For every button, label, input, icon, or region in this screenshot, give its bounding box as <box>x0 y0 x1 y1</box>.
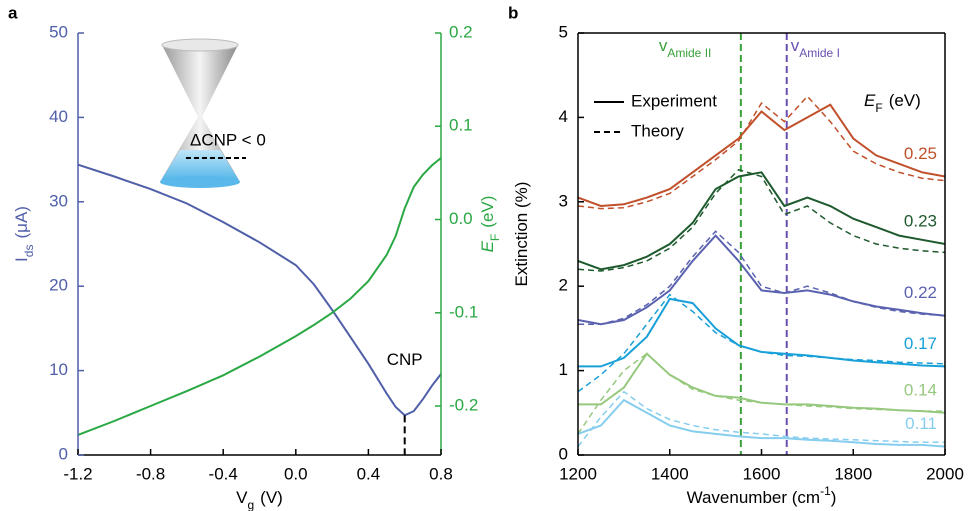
panel-label: b <box>508 3 518 22</box>
x-tick-label: 1800 <box>834 464 872 483</box>
y-axis-label: Ids (μA) <box>12 206 36 262</box>
y-tick-label: 0 <box>559 444 568 463</box>
reference-label-part: Amide II <box>667 46 711 60</box>
x-tick-label: 1200 <box>559 464 597 483</box>
y2-axis-label-part: (eV) <box>478 196 497 228</box>
upper-cone <box>162 45 238 117</box>
reference-label: vAmide II <box>659 36 712 60</box>
y-tick-label: 0 <box>59 444 68 463</box>
x-tick-label: -0.4 <box>209 464 238 483</box>
y-tick-label: 5 <box>559 22 568 41</box>
series-label: 0.25 <box>904 144 937 163</box>
x-axis-label-part: V <box>236 488 248 507</box>
y2-tick-label: 0.1 <box>449 116 473 135</box>
cone-base <box>160 176 240 188</box>
y-tick-label: 3 <box>559 191 568 210</box>
y-tick-label: 40 <box>49 107 68 126</box>
x-tick-label: -1.2 <box>63 464 92 483</box>
y-tick-label: 20 <box>49 276 68 295</box>
legend-label: Experiment <box>631 91 717 110</box>
y-tick-label: 1 <box>559 360 568 379</box>
legend-title-part: E <box>864 91 876 110</box>
series-label: 0.11 <box>905 414 937 433</box>
y-axis-label-part: Extinction (%) <box>512 182 531 287</box>
theory-line <box>577 352 945 435</box>
y2-axis-label-part: E <box>478 240 497 252</box>
x-axis-label-part: ) <box>831 488 837 507</box>
legend-title-part: (eV) <box>889 91 921 110</box>
reference-label-part: v <box>659 36 668 55</box>
dirac-cone-icon <box>160 38 246 188</box>
annotation: CNP <box>387 350 423 369</box>
x-axis-label-part: (V) <box>260 488 283 507</box>
x-tick-label: -0.8 <box>136 464 165 483</box>
x-axis-label-part: Wavenumber (cm <box>687 488 821 507</box>
series-line <box>577 171 946 271</box>
theory-line <box>578 230 946 325</box>
theory-line <box>577 95 946 210</box>
theory-line <box>577 168 946 272</box>
series-line <box>577 234 946 326</box>
y2-tick-label: 0.0 <box>449 209 473 228</box>
series-line <box>77 163 442 417</box>
x-tick-label: 1600 <box>743 464 781 483</box>
reference-label: vAmide I <box>791 36 840 60</box>
x-axis-label: Vg (V) <box>236 488 283 511</box>
legend-title: EF (eV) <box>864 91 921 115</box>
y-axis-label-part: ds <box>22 245 36 258</box>
cone-rim <box>161 38 239 52</box>
series-line <box>77 157 442 436</box>
series-line <box>577 103 946 208</box>
series-label: 0.14 <box>904 380 937 399</box>
y-tick-label: 30 <box>49 191 68 210</box>
y-axis-label: Extinction (%) <box>512 182 531 287</box>
series-label: 0.23 <box>904 211 937 230</box>
y-tick-label: 10 <box>49 360 68 379</box>
series-line <box>577 398 946 448</box>
x-tick-label: 0.4 <box>357 464 381 483</box>
y-axis-label-part: I <box>12 257 31 262</box>
y2-axis-label: EF (eV) <box>478 196 502 253</box>
x-tick-label: 2000 <box>926 464 964 483</box>
annotation: ΔCNP < 0 <box>190 130 266 149</box>
y2-tick-label: -0.2 <box>449 396 478 415</box>
x-axis-label: Wavenumber (cm-1) <box>687 484 837 507</box>
x-axis-label-part: -1 <box>820 484 831 498</box>
theory-line <box>577 390 945 448</box>
x-axis-label-part: g <box>247 498 254 511</box>
y-axis-label-part: (μA) <box>12 206 31 238</box>
x-tick-label: 1400 <box>651 464 689 483</box>
series-label: 0.17 <box>904 334 937 353</box>
legend-title-part: F <box>875 101 882 115</box>
reference-label-part: v <box>791 36 800 55</box>
y-tick-label: 4 <box>559 107 568 126</box>
y-tick-label: 50 <box>49 22 68 41</box>
theory-line <box>577 293 946 393</box>
series-label: 0.22 <box>904 283 937 302</box>
x-tick-label: 0.0 <box>284 464 308 483</box>
reference-label-part: Amide I <box>799 46 840 60</box>
legend-label: Theory <box>631 121 684 140</box>
y-tick-label: 2 <box>559 276 568 295</box>
y2-tick-label: 0.2 <box>449 22 473 41</box>
y2-tick-label: -0.1 <box>449 302 478 321</box>
x-tick-label: 0.8 <box>429 464 453 483</box>
y2-axis-label-part: F <box>488 234 502 241</box>
panel-label: a <box>8 3 18 22</box>
